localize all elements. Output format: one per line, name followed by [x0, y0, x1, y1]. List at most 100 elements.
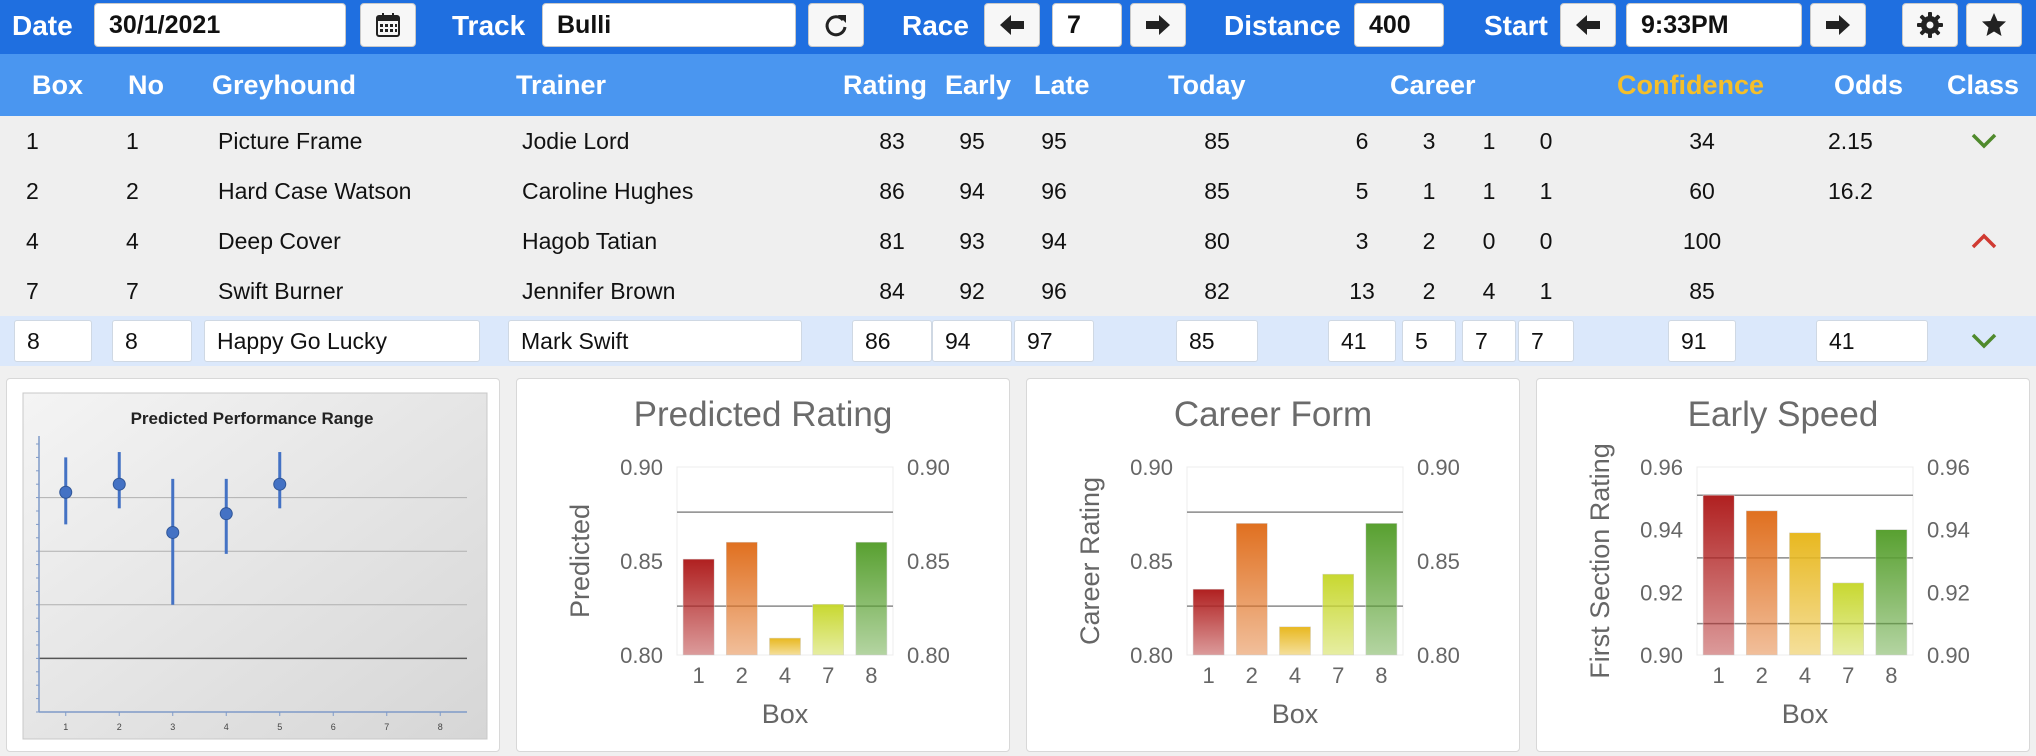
table-row[interactable]: 1 1 Picture Frame Jodie Lord 83 95 95 85 6 3 1 0 34 2… — [0, 116, 2036, 166]
cell-today: 85 — [1204, 178, 1230, 204]
chevron-up-icon — [1968, 225, 2000, 257]
y-tick-label-left: 0.90 — [1640, 643, 1683, 668]
cell-no[interactable]: 8 — [112, 320, 192, 362]
race-next-button[interactable] — [1130, 3, 1186, 47]
early-speed-chart: 0.90 0.90 0.92 0.92 0.94 0.94 0.96 0.96 1 2 4 7 8 Box… — [1585, 443, 1970, 729]
favorite-button[interactable] — [1966, 3, 2022, 47]
cell-box: 2 — [26, 178, 39, 204]
col-early[interactable]: Early — [945, 70, 1012, 100]
y-tick-label-right: 0.80 — [907, 643, 950, 668]
col-greyhound[interactable]: Greyhound — [212, 70, 357, 100]
y-axis-title: Career Rating — [1075, 477, 1105, 645]
x-tick-label: 2 — [117, 722, 122, 732]
settings-button[interactable] — [1902, 3, 1958, 47]
start-time-input[interactable]: 9:33PM — [1626, 3, 1802, 47]
x-tick-label: 6 — [331, 722, 336, 732]
cell-career-1: 6 — [1355, 128, 1369, 154]
track-input[interactable]: Bulli — [542, 3, 796, 47]
cell-confidence[interactable]: 91 — [1668, 320, 1736, 362]
track-label: Track — [452, 10, 526, 41]
cell-greyhound: Swift Burner — [218, 278, 344, 304]
table-row[interactable]: 8 8 Happy Go Lucky Mark Swift 86 94 97 85 41 5 7 7 9… — [0, 316, 2036, 366]
cell-odds[interactable]: 41 — [1816, 320, 1928, 362]
y-tick-label-left: 0.90 — [1130, 455, 1173, 480]
performance-range-panel: Predicted Performance Range 1 2 3 4 5 6 7 8 — [6, 378, 500, 752]
distance-input[interactable]: 400 — [1354, 3, 1444, 47]
cell-box[interactable]: 8 — [14, 320, 92, 362]
calendar-button[interactable] — [360, 3, 416, 47]
x-tick-label: 8 — [865, 663, 877, 688]
cell-greyhound[interactable]: Happy Go Lucky — [204, 320, 480, 362]
table-row[interactable]: 7 7 Swift Burner Jennifer Brown 84 92 96 82 13 2 4… — [0, 266, 2036, 316]
col-today[interactable]: Today — [1168, 70, 1246, 100]
cell-trainer[interactable]: Mark Swift — [508, 320, 802, 362]
cell-late: 96 — [1041, 178, 1067, 204]
x-tick-label: 2 — [1246, 663, 1258, 688]
x-tick-label: 1 — [1202, 663, 1214, 688]
cell-early[interactable]: 94 — [932, 320, 1012, 362]
early-speed-panel: Early Speed 0.90 0.90 0.92 0.92 0.94 0.94 0.96… — [1536, 378, 2030, 752]
y-tick-label-left: 0.92 — [1640, 580, 1683, 605]
predicted-rating-panel: Predicted Rating 0.80 0.80 0.85 0.85 0.90 0.9… — [516, 378, 1010, 752]
date-label: Date — [12, 10, 73, 41]
distance-label: Distance — [1224, 10, 1341, 41]
cell-today[interactable]: 85 — [1176, 320, 1258, 362]
cell-confidence: 60 — [1689, 178, 1715, 204]
cell-no: 4 — [126, 228, 139, 254]
col-late[interactable]: Late — [1034, 70, 1090, 100]
col-rating[interactable]: Rating — [843, 70, 927, 100]
y-tick-label-left: 0.85 — [1130, 549, 1173, 574]
y-tick-label-left: 0.96 — [1640, 455, 1683, 480]
x-tick-label: 7 — [822, 663, 834, 688]
cell-career-1: 5 — [1355, 178, 1369, 204]
cell-career-1[interactable]: 41 — [1328, 320, 1396, 362]
race-input[interactable]: 7 — [1052, 3, 1122, 47]
cell-career-2[interactable]: 5 — [1402, 320, 1456, 362]
col-class[interactable]: Class — [1947, 70, 2020, 100]
y-tick-label-left: 0.90 — [620, 455, 663, 480]
arrow-right-icon — [1146, 15, 1170, 35]
bar — [1789, 532, 1821, 656]
cell-career-3: 1 — [1482, 128, 1496, 154]
date-input[interactable]: 30/1/2021 — [94, 3, 346, 47]
cell-trainer: Caroline Hughes — [522, 178, 694, 204]
x-tick-label: 8 — [438, 722, 443, 732]
table-row[interactable]: 2 2 Hard Case Watson Caroline Hughes 86 94 96 8… — [0, 166, 2036, 216]
race-prev-button[interactable] — [984, 3, 1040, 47]
cell-late: 95 — [1041, 128, 1067, 154]
arrow-left-icon — [1576, 15, 1600, 35]
x-tick-label: 7 — [1842, 663, 1854, 688]
bar — [855, 541, 888, 656]
bar — [812, 603, 845, 656]
cell-rating[interactable]: 86 — [852, 320, 932, 362]
x-tick-label: 5 — [277, 722, 282, 732]
y-tick-label-right: 0.90 — [1927, 643, 1970, 668]
cell-greyhound: Deep Cover — [218, 228, 341, 254]
col-confidence[interactable]: Confidence — [1617, 70, 1765, 100]
col-trainer[interactable]: Trainer — [516, 70, 607, 100]
cell-late[interactable]: 97 — [1014, 320, 1094, 362]
cell-early: 92 — [959, 278, 985, 304]
x-axis-title: Box — [762, 699, 809, 729]
cell-early: 95 — [959, 128, 985, 154]
col-career[interactable]: Career — [1390, 70, 1476, 100]
cell-career-3: 0 — [1482, 228, 1496, 254]
bar — [1702, 494, 1735, 656]
col-box[interactable]: Box — [32, 70, 84, 100]
bar — [682, 558, 715, 656]
start-next-button[interactable] — [1810, 3, 1866, 47]
cell-career-3[interactable]: 7 — [1462, 320, 1516, 362]
cell-no: 1 — [126, 128, 139, 154]
col-no[interactable]: No — [128, 70, 164, 100]
table-row[interactable]: 4 4 Deep Cover Hagob Tatian 81 93 94 80 3 2 0 0 100 — [0, 216, 2036, 266]
col-odds[interactable]: Odds — [1834, 70, 1904, 100]
early-speed-title: Early Speed — [1687, 395, 1879, 434]
refresh-button[interactable] — [808, 3, 864, 47]
cell-greyhound: Hard Case Watson — [218, 178, 412, 204]
cell-rating: 86 — [879, 178, 905, 204]
bar — [1322, 573, 1355, 656]
cell-career-4[interactable]: 7 — [1518, 320, 1574, 362]
start-prev-button[interactable] — [1560, 3, 1616, 47]
table-header: Box No Greyhound Trainer Rating Early La… — [0, 54, 2036, 116]
x-axis-title: Box — [1272, 699, 1319, 729]
